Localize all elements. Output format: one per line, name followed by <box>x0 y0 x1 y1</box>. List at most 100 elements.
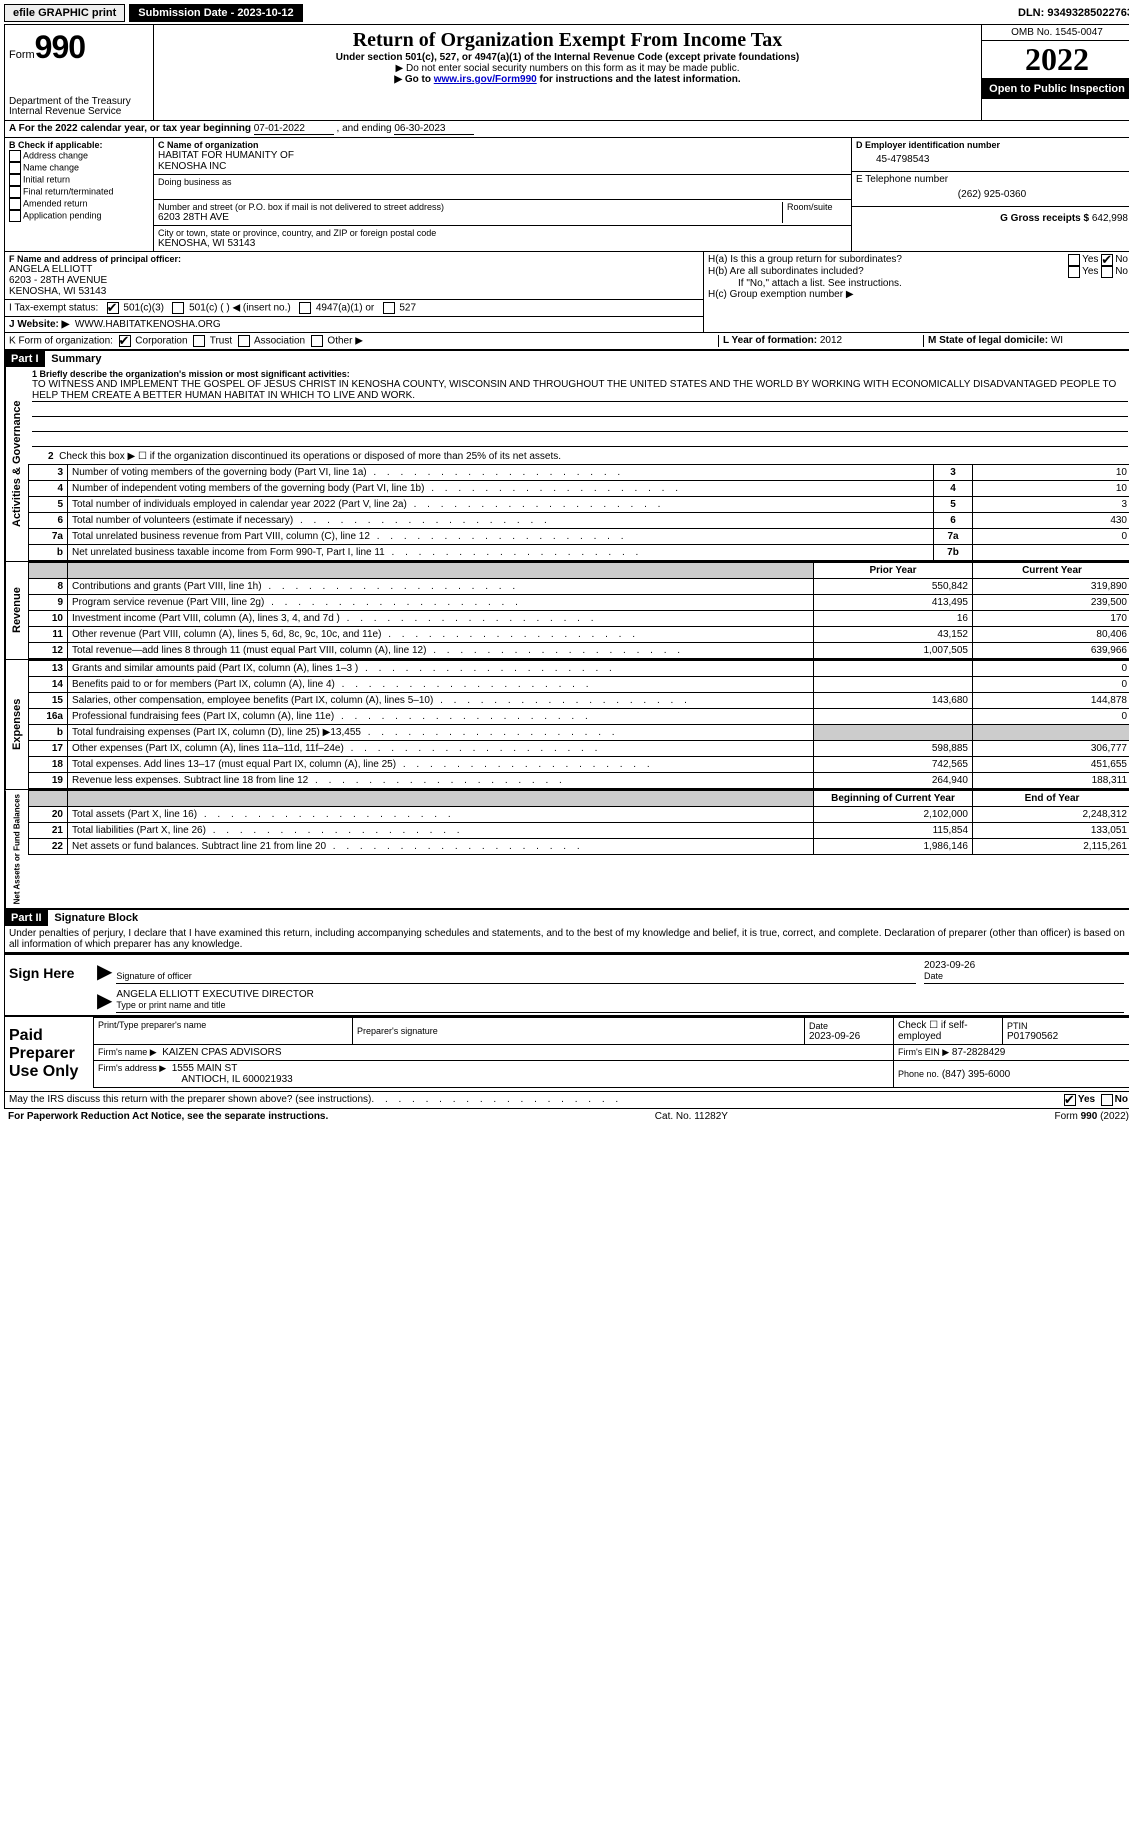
ptin-value: P01790562 <box>1007 1031 1127 1042</box>
ha-no-checkbox[interactable] <box>1101 254 1113 266</box>
final-return-checkbox[interactable] <box>9 186 21 198</box>
dba-label: Doing business as <box>158 177 847 187</box>
table-row: 19Revenue less expenses. Subtract line 1… <box>29 773 1129 789</box>
org-street: 6203 28TH AVE <box>158 212 778 223</box>
tax-exempt-row: I Tax-exempt status: 501(c)(3) 501(c) ( … <box>5 300 703 317</box>
expenses-table: 13Grants and similar amounts paid (Part … <box>28 660 1129 789</box>
table-row: 13Grants and similar amounts paid (Part … <box>29 661 1129 677</box>
table-row: 17Other expenses (Part IX, column (A), l… <box>29 741 1129 757</box>
revenue-section: Revenue Prior YearCurrent Year8Contribut… <box>5 561 1129 659</box>
corp-checkbox[interactable] <box>119 335 131 347</box>
table-row: 10Investment income (Part VIII, column (… <box>29 611 1129 627</box>
mission-text: TO WITNESS AND IMPLEMENT THE GOSPEL OF J… <box>32 379 1128 402</box>
501c-checkbox[interactable] <box>172 302 184 314</box>
self-employed-check[interactable]: Check ☐ if self-employed <box>894 1018 1003 1045</box>
irs-label: Internal Revenue Service <box>9 106 149 116</box>
firm-name: KAIZEN CPAS ADVISORS <box>162 1047 281 1058</box>
line2-text: Check this box ▶ ☐ if the organization d… <box>59 451 561 462</box>
trust-checkbox[interactable] <box>193 335 205 347</box>
part2-header: Part II <box>5 910 48 926</box>
submission-date-button[interactable]: Submission Date - 2023-10-12 <box>129 4 302 22</box>
officer-print-name: ANGELA ELLIOTT EXECUTIVE DIRECTOR <box>116 989 1124 1000</box>
name-change-checkbox[interactable] <box>9 162 21 174</box>
part1-header: Part I <box>5 351 45 367</box>
app-pending-checkbox[interactable] <box>9 210 21 222</box>
governance-section: Activities & Governance 1 Briefly descri… <box>5 367 1129 561</box>
527-checkbox[interactable] <box>383 302 395 314</box>
tab-net-assets: Net Assets or Fund Balances <box>5 790 28 908</box>
discuss-yes-checkbox[interactable] <box>1064 1094 1076 1106</box>
assoc-checkbox[interactable] <box>238 335 250 347</box>
form-subtitle: Under section 501(c), 527, or 4947(a)(1)… <box>158 52 977 63</box>
row-a-tax-year: A For the 2022 calendar year, or tax yea… <box>5 121 1129 138</box>
table-header-row: Beginning of Current YearEnd of Year <box>29 791 1129 807</box>
hb-yes-checkbox[interactable] <box>1068 266 1080 278</box>
block-c: C Name of organization HABITAT FOR HUMAN… <box>154 138 852 251</box>
form-id: Form990 <box>9 29 149 66</box>
amended-checkbox[interactable] <box>9 198 21 210</box>
addr-change-checkbox[interactable] <box>9 150 21 162</box>
table-row: 12Total revenue—add lines 8 through 11 (… <box>29 643 1129 659</box>
omb-number: OMB No. 1545-0047 <box>982 25 1129 41</box>
table-row: 14Benefits paid to or for members (Part … <box>29 677 1129 693</box>
officer-name: ANGELA ELLIOTT <box>9 264 699 275</box>
topbar: efile GRAPHIC print Submission Date - 20… <box>4 4 1129 22</box>
irs-link[interactable]: www.irs.gov/Form990 <box>434 74 537 85</box>
sig-officer-label: Signature of officer <box>116 971 916 981</box>
goto-note: ▶ Go to www.irs.gov/Form990 for instruct… <box>158 74 977 85</box>
table-row: 4Number of independent voting members of… <box>29 481 1129 497</box>
net-assets-section: Net Assets or Fund Balances Beginning of… <box>5 789 1129 908</box>
firm-phone: (847) 395-6000 <box>942 1069 1010 1080</box>
governance-table: 3Number of voting members of the governi… <box>28 464 1129 561</box>
sign-here-section: Sign Here ▶ Signature of officer 2023-09… <box>5 953 1129 1015</box>
other-checkbox[interactable] <box>311 335 323 347</box>
efile-badge: efile GRAPHIC print <box>4 4 125 22</box>
net-assets-table: Beginning of Current YearEnd of Year20To… <box>28 790 1129 855</box>
mission-label: 1 Briefly describe the organization's mi… <box>32 369 1128 379</box>
block-h: H(a) Is this a group return for subordin… <box>704 252 1129 332</box>
discuss-question: May the IRS discuss this return with the… <box>9 1094 371 1106</box>
form-number: 990 <box>35 29 85 65</box>
ha-yes-checkbox[interactable] <box>1068 254 1080 266</box>
table-row: 11Other revenue (Part VIII, column (A), … <box>29 627 1129 643</box>
table-row: bTotal fundraising expenses (Part IX, co… <box>29 725 1129 741</box>
expenses-section: Expenses 13Grants and similar amounts pa… <box>5 659 1129 789</box>
tax-year: 2022 <box>982 41 1129 79</box>
paid-preparer-section: Paid Preparer Use Only Print/Type prepar… <box>5 1015 1129 1091</box>
revenue-table: Prior YearCurrent Year8Contributions and… <box>28 562 1129 659</box>
501c3-checkbox[interactable] <box>107 302 119 314</box>
jurat-text: Under penalties of perjury, I declare th… <box>5 926 1129 953</box>
block-deg: D Employer identification number 45-4798… <box>852 138 1129 251</box>
open-public-badge: Open to Public Inspection <box>982 79 1129 99</box>
footer-form: Form 990 (2022) <box>1055 1111 1129 1122</box>
arrow-icon: ▶ <box>93 988 116 1013</box>
form-container: Form990 Department of the Treasury Inter… <box>4 24 1129 1109</box>
table-row: 20Total assets (Part X, line 16)2,102,00… <box>29 807 1129 823</box>
block-bcde: B Check if applicable: Address change Na… <box>5 138 1129 251</box>
table-row: 16aProfessional fundraising fees (Part I… <box>29 709 1129 725</box>
website-value: WWW.HABITATKENOSHA.ORG <box>75 319 221 330</box>
phone-value: (262) 925-0360 <box>856 185 1128 204</box>
table-row: 5Total number of individuals employed in… <box>29 497 1129 513</box>
year-formation: 2012 <box>820 335 842 346</box>
org-name-2: KENOSHA INC <box>158 161 847 172</box>
gross-receipts-value: 642,998 <box>1092 213 1128 224</box>
h-note: If "No," attach a list. See instructions… <box>708 278 1128 289</box>
arrow-icon: ▶ <box>93 959 116 984</box>
hb-no-checkbox[interactable] <box>1101 266 1113 278</box>
part2-title: Signature Block <box>50 910 142 926</box>
form-title: Return of Organization Exempt From Incom… <box>158 29 977 52</box>
sig-date-value: 2023-09-26 <box>924 960 1124 971</box>
paperwork-notice: For Paperwork Reduction Act Notice, see … <box>8 1111 328 1122</box>
cat-number: Cat. No. 11282Y <box>655 1111 728 1122</box>
4947-checkbox[interactable] <box>299 302 311 314</box>
state-domicile: WI <box>1051 335 1063 346</box>
sig-date-label: Date <box>924 971 1124 981</box>
table-row: 15Salaries, other compensation, employee… <box>29 693 1129 709</box>
dln-label: DLN: 93493285022763 <box>1018 7 1129 19</box>
gross-receipts-label: G Gross receipts $ <box>1000 213 1089 224</box>
initial-return-checkbox[interactable] <box>9 174 21 186</box>
part2: Part II Signature Block <box>5 908 1129 926</box>
discuss-no-checkbox[interactable] <box>1101 1094 1113 1106</box>
tab-governance: Activities & Governance <box>5 367 28 561</box>
